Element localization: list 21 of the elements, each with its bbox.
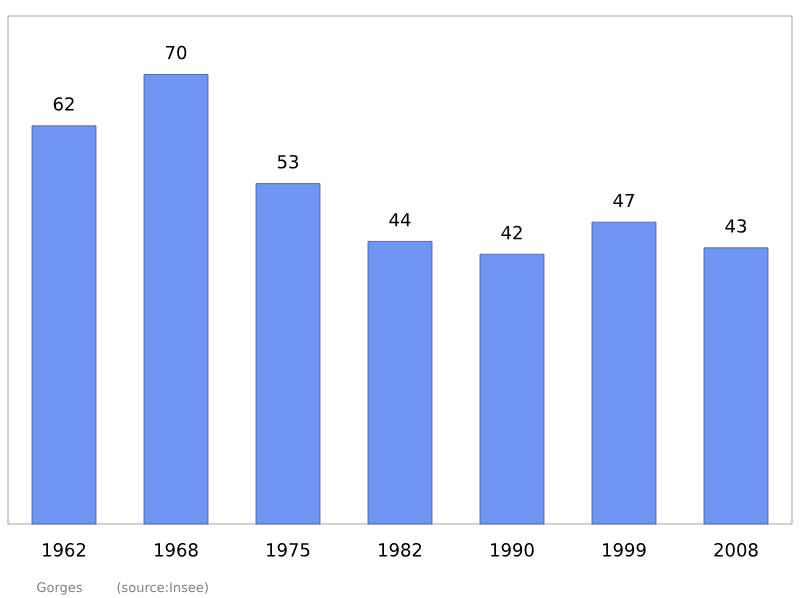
bar (255, 183, 321, 525)
data-label: 47 (613, 193, 634, 208)
x-tick-label: 1999 (603, 543, 646, 557)
x-tick-label: 2008 (714, 543, 758, 557)
x-tick-label: 1990 (491, 543, 534, 557)
data-label: 44 (389, 213, 411, 227)
bar (591, 221, 657, 525)
data-label: 53 (277, 154, 298, 169)
bar (31, 125, 97, 525)
bar (703, 247, 769, 525)
bar (367, 241, 433, 525)
bar (143, 74, 209, 525)
bar (479, 253, 545, 525)
x-tick-label: 1968 (155, 543, 198, 557)
x-tick-label: 1975 (267, 543, 310, 557)
data-label: 43 (725, 219, 746, 233)
data-label: 42 (501, 225, 522, 240)
x-tick-label: 1982 (379, 543, 422, 557)
data-label: 70 (166, 45, 187, 60)
data-label: 62 (53, 97, 74, 111)
x-tick-label: 1962 (43, 543, 86, 557)
